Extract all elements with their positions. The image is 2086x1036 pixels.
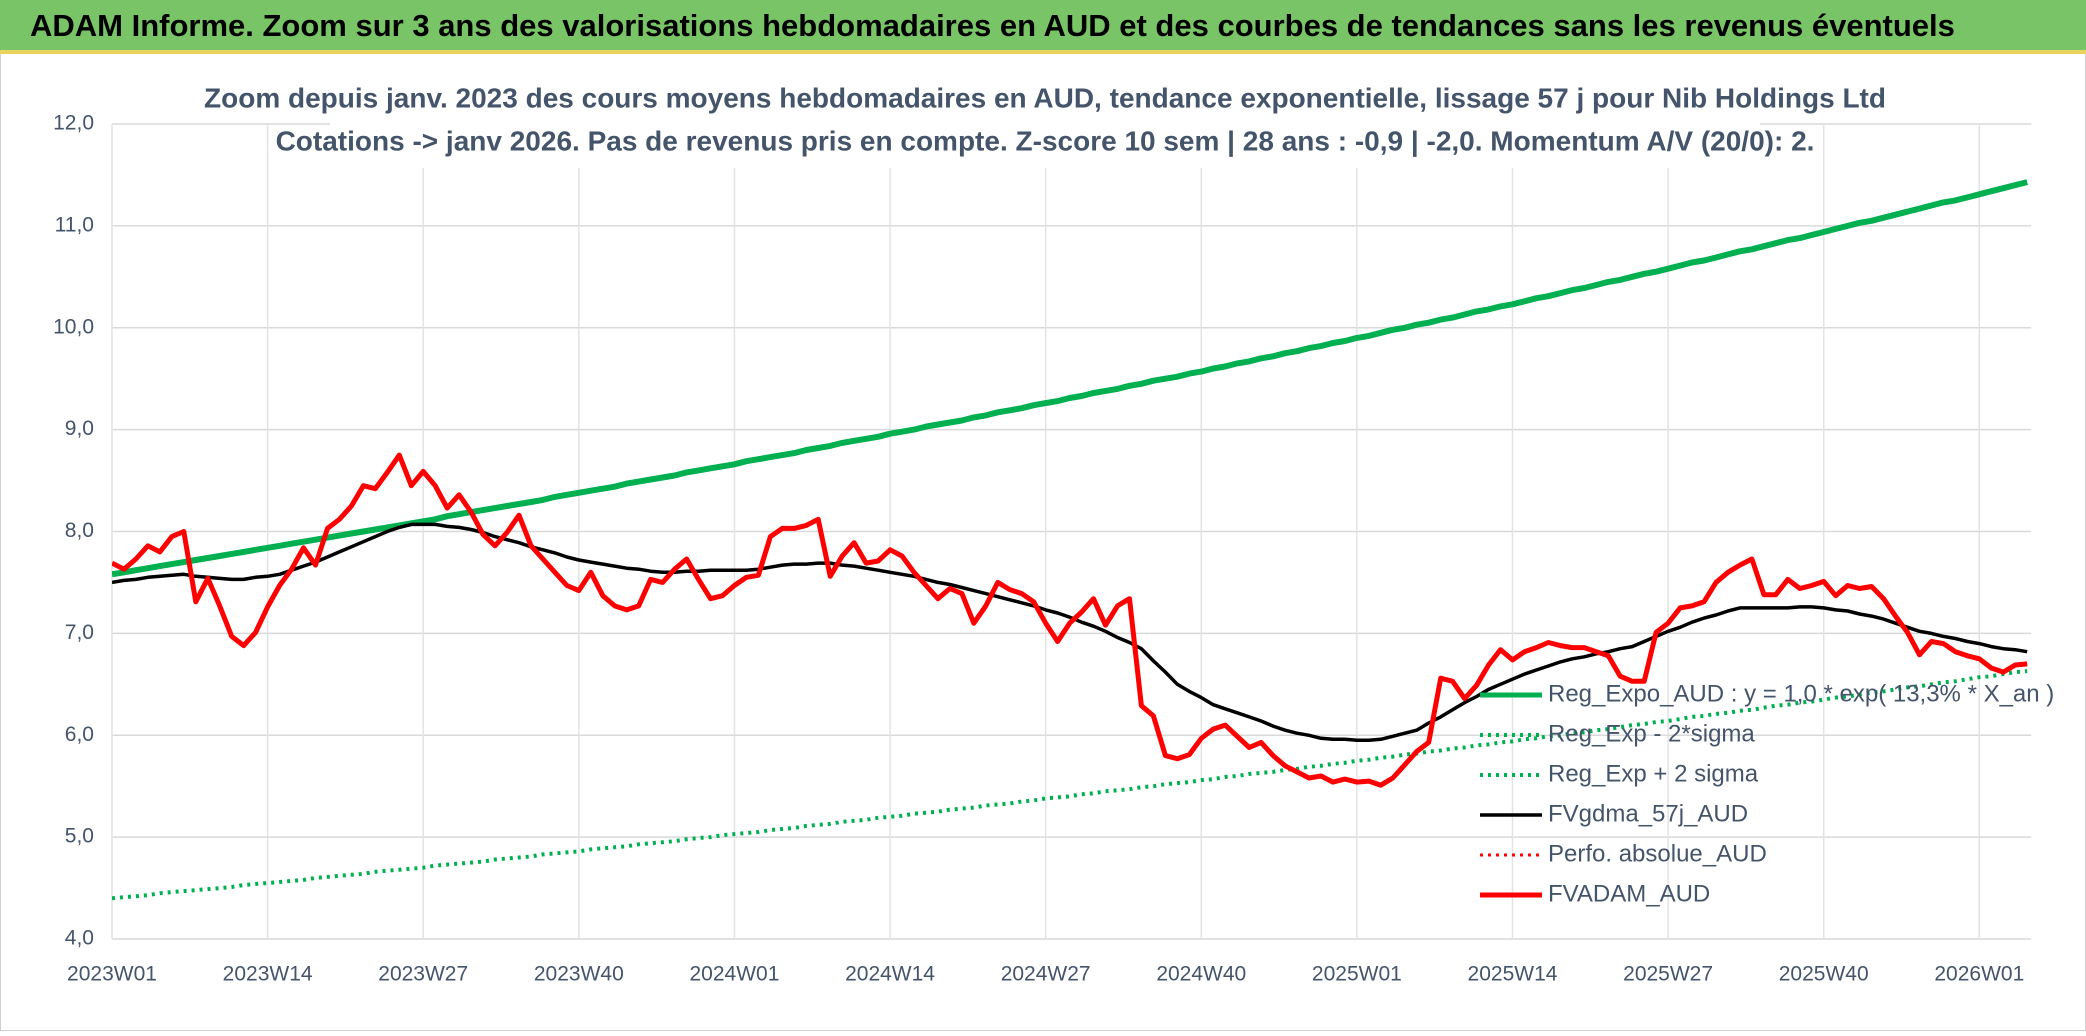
y-tick-label: 5,0 — [65, 825, 94, 848]
subtitle-box — [330, 76, 1760, 168]
chart-title: Zoom depuis janv. 2023 des cours moyens … — [204, 82, 1886, 113]
y-tick-label: 7,0 — [65, 621, 94, 644]
x-tick-label: 2025W01 — [1312, 963, 1402, 986]
x-tick-label: 2023W01 — [67, 963, 157, 986]
x-tick-label: 2023W14 — [223, 963, 313, 986]
legend: Reg_Expo_AUD : y = 1,0 * exp( 13,3% * X_… — [1480, 680, 2054, 907]
series-line — [112, 179, 2028, 578]
grid: 4,0 5,0 6,0 7,0 8,0 9,0 10,0 11,0 12,0 2023W01 202… — [53, 112, 2032, 986]
title-bar — [0, 0, 2086, 52]
series-line — [112, 522, 2028, 743]
plot — [112, 179, 2028, 901]
x-tick-label: 2023W40 — [534, 963, 624, 986]
series-line — [112, 669, 2028, 901]
x-tick-label: 2023W27 — [378, 963, 468, 986]
y-tick-label: 10,0 — [53, 315, 94, 338]
legend-label: Reg_Exp - 2*sigma — [1548, 720, 1755, 747]
x-tick-label: 2024W14 — [845, 963, 935, 986]
legend-label: FVgdma_57j_AUD — [1548, 800, 1748, 827]
legend-label: Reg_Expo_AUD : y = 1,0 * exp( 13,3% * X_… — [1548, 680, 2054, 707]
x-tick-label: 2026W01 — [1934, 963, 2024, 986]
y-tick-label: 9,0 — [65, 417, 94, 440]
legend-label: Perfo. absolue_AUD — [1548, 840, 1767, 867]
page-title: ADAM Informe. Zoom sur 3 ans des valoris… — [30, 8, 1955, 43]
x-tick-label: 2025W14 — [1468, 963, 1558, 986]
x-tick-label: 2025W40 — [1779, 963, 1869, 986]
y-tick-label: 12,0 — [53, 112, 94, 135]
y-tick-label: 6,0 — [65, 723, 94, 746]
chart-subtitle: Cotations -> janv 2026. Pas de revenus p… — [276, 125, 1815, 156]
x-tick-label: 2024W27 — [1001, 963, 1091, 986]
legend-label: Reg_Exp + 2 sigma — [1548, 760, 1759, 787]
x-tick-label: 2025W27 — [1623, 963, 1713, 986]
title-bar-edge — [0, 50, 2086, 54]
series-line — [112, 452, 2028, 788]
y-tick-label: 8,0 — [65, 519, 94, 542]
y-tick-label: 11,0 — [55, 213, 94, 236]
legend-label: FVADAM_AUD — [1548, 880, 1710, 907]
y-tick-label: 4,0 — [65, 927, 94, 950]
x-tick-label: 2024W40 — [1156, 963, 1246, 986]
x-tick-label: 2024W01 — [689, 963, 779, 986]
